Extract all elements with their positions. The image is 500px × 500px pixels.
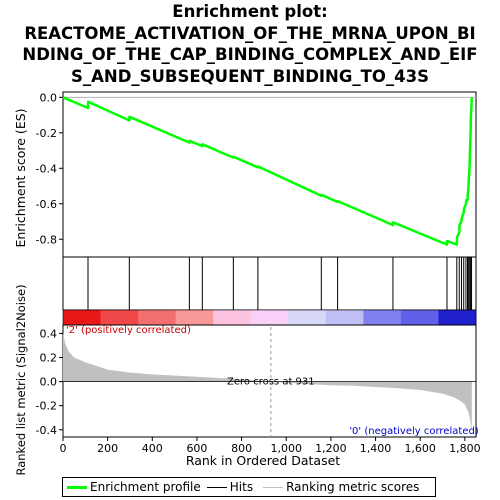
x-tick-label: 1,600	[404, 442, 436, 455]
x-tick-label: 1,000	[270, 442, 302, 455]
legend-label-ranking-metric: Ranking metric scores	[286, 480, 420, 494]
ranking-metric-area	[63, 333, 472, 433]
metric-panel: Zero cross at 931 '2' (positively correla…	[36, 324, 479, 438]
metric-y-tick-label: 0.4	[40, 327, 58, 340]
positive-correlation-label: '2' (positively correlated)	[66, 325, 191, 336]
es-y-tick-label: -0.2	[36, 127, 57, 140]
x-tick-label: 200	[97, 442, 118, 455]
x-tick-label: 1,400	[360, 442, 392, 455]
zero-cross-label: Zero cross at 931	[227, 377, 315, 388]
es-y-tick-label: 0.0	[40, 91, 58, 104]
metric-y-tick-label: -0.4	[36, 424, 57, 437]
negative-correlation-label: '0' (negatively correlated)	[349, 426, 478, 437]
metric-y-tick-label: 0.2	[40, 352, 58, 365]
legend-swatch-ranking-metric	[263, 486, 284, 488]
es-y-tick-label: -0.4	[36, 162, 57, 175]
hits-panel	[62, 256, 477, 311]
legend-item-enrichment-profile: Enrichment profile	[67, 480, 201, 494]
rank-heatmap	[62, 309, 477, 326]
x-tick-label: 1,800	[449, 442, 481, 455]
x-tick-label: 400	[142, 442, 163, 455]
x-axis: 0 200 400 600 800 1,000 1,200 1,400 1,600 1,800	[60, 437, 481, 455]
heatmap-segment	[363, 310, 402, 325]
legend-label-enrichment-profile: Enrichment profile	[90, 480, 201, 494]
title-line-1: Enrichment plot:	[172, 2, 328, 21]
hits-panel-frame	[62, 256, 477, 311]
heatmap-segment	[100, 310, 139, 325]
title-line-2: REACTOME_ACTIVATION_OF_THE_MRNA_UPON_BI	[24, 23, 476, 43]
heatmap-segment	[250, 310, 289, 325]
heatmap-segment	[400, 310, 439, 325]
legend-item-hits: Hits	[206, 480, 254, 494]
heatmap-segment	[325, 310, 364, 325]
metric-y-axis-label: Ranked list metric (Signal2Noise)	[14, 284, 28, 475]
es-y-tick-label: -0.6	[36, 198, 57, 211]
x-tick-label: 600	[186, 442, 207, 455]
es-panel: 0.0 -0.2 -0.4 -0.6 -0.8	[36, 91, 477, 258]
x-tick-label: 0	[60, 442, 67, 455]
heatmap-segment	[438, 310, 477, 325]
es-y-tick-label: -0.8	[36, 233, 57, 246]
heatmap-segment	[63, 310, 102, 325]
enrichment-profile-line	[62, 96, 474, 246]
metric-y-tick-label: -0.2	[36, 400, 57, 413]
chart-title: Enrichment plot: REACTOME_ACTIVATION_OF_…	[0, 1, 500, 87]
heatmap-segment	[288, 310, 327, 325]
legend-swatch-enrichment-profile	[67, 485, 87, 489]
title-line-4: S_AND_SUBSEQUENT_BINDING_TO_43S	[70, 66, 430, 86]
heatmap-segment	[138, 310, 177, 325]
legend-swatch-hits	[206, 486, 227, 488]
heatmap-segment	[213, 310, 252, 325]
legend-label-hits: Hits	[229, 480, 254, 494]
title-line-3: NDING_OF_THE_CAP_BINDING_COMPLEX_AND_EIF	[22, 45, 478, 64]
x-tick-label: 1,200	[315, 442, 347, 455]
metric-y-tick-label: 0.0	[40, 376, 58, 389]
heatmap-segment	[175, 310, 214, 325]
legend-item-ranking-metric: Ranking metric scores	[263, 480, 419, 494]
es-y-axis-label: Enrichment score (ES)	[13, 108, 28, 247]
x-axis-label: Rank in Ordered Dataset	[186, 453, 340, 468]
x-tick-label: 800	[231, 442, 252, 455]
legend: Enrichment profile Hits Ranking metric s…	[62, 477, 436, 497]
